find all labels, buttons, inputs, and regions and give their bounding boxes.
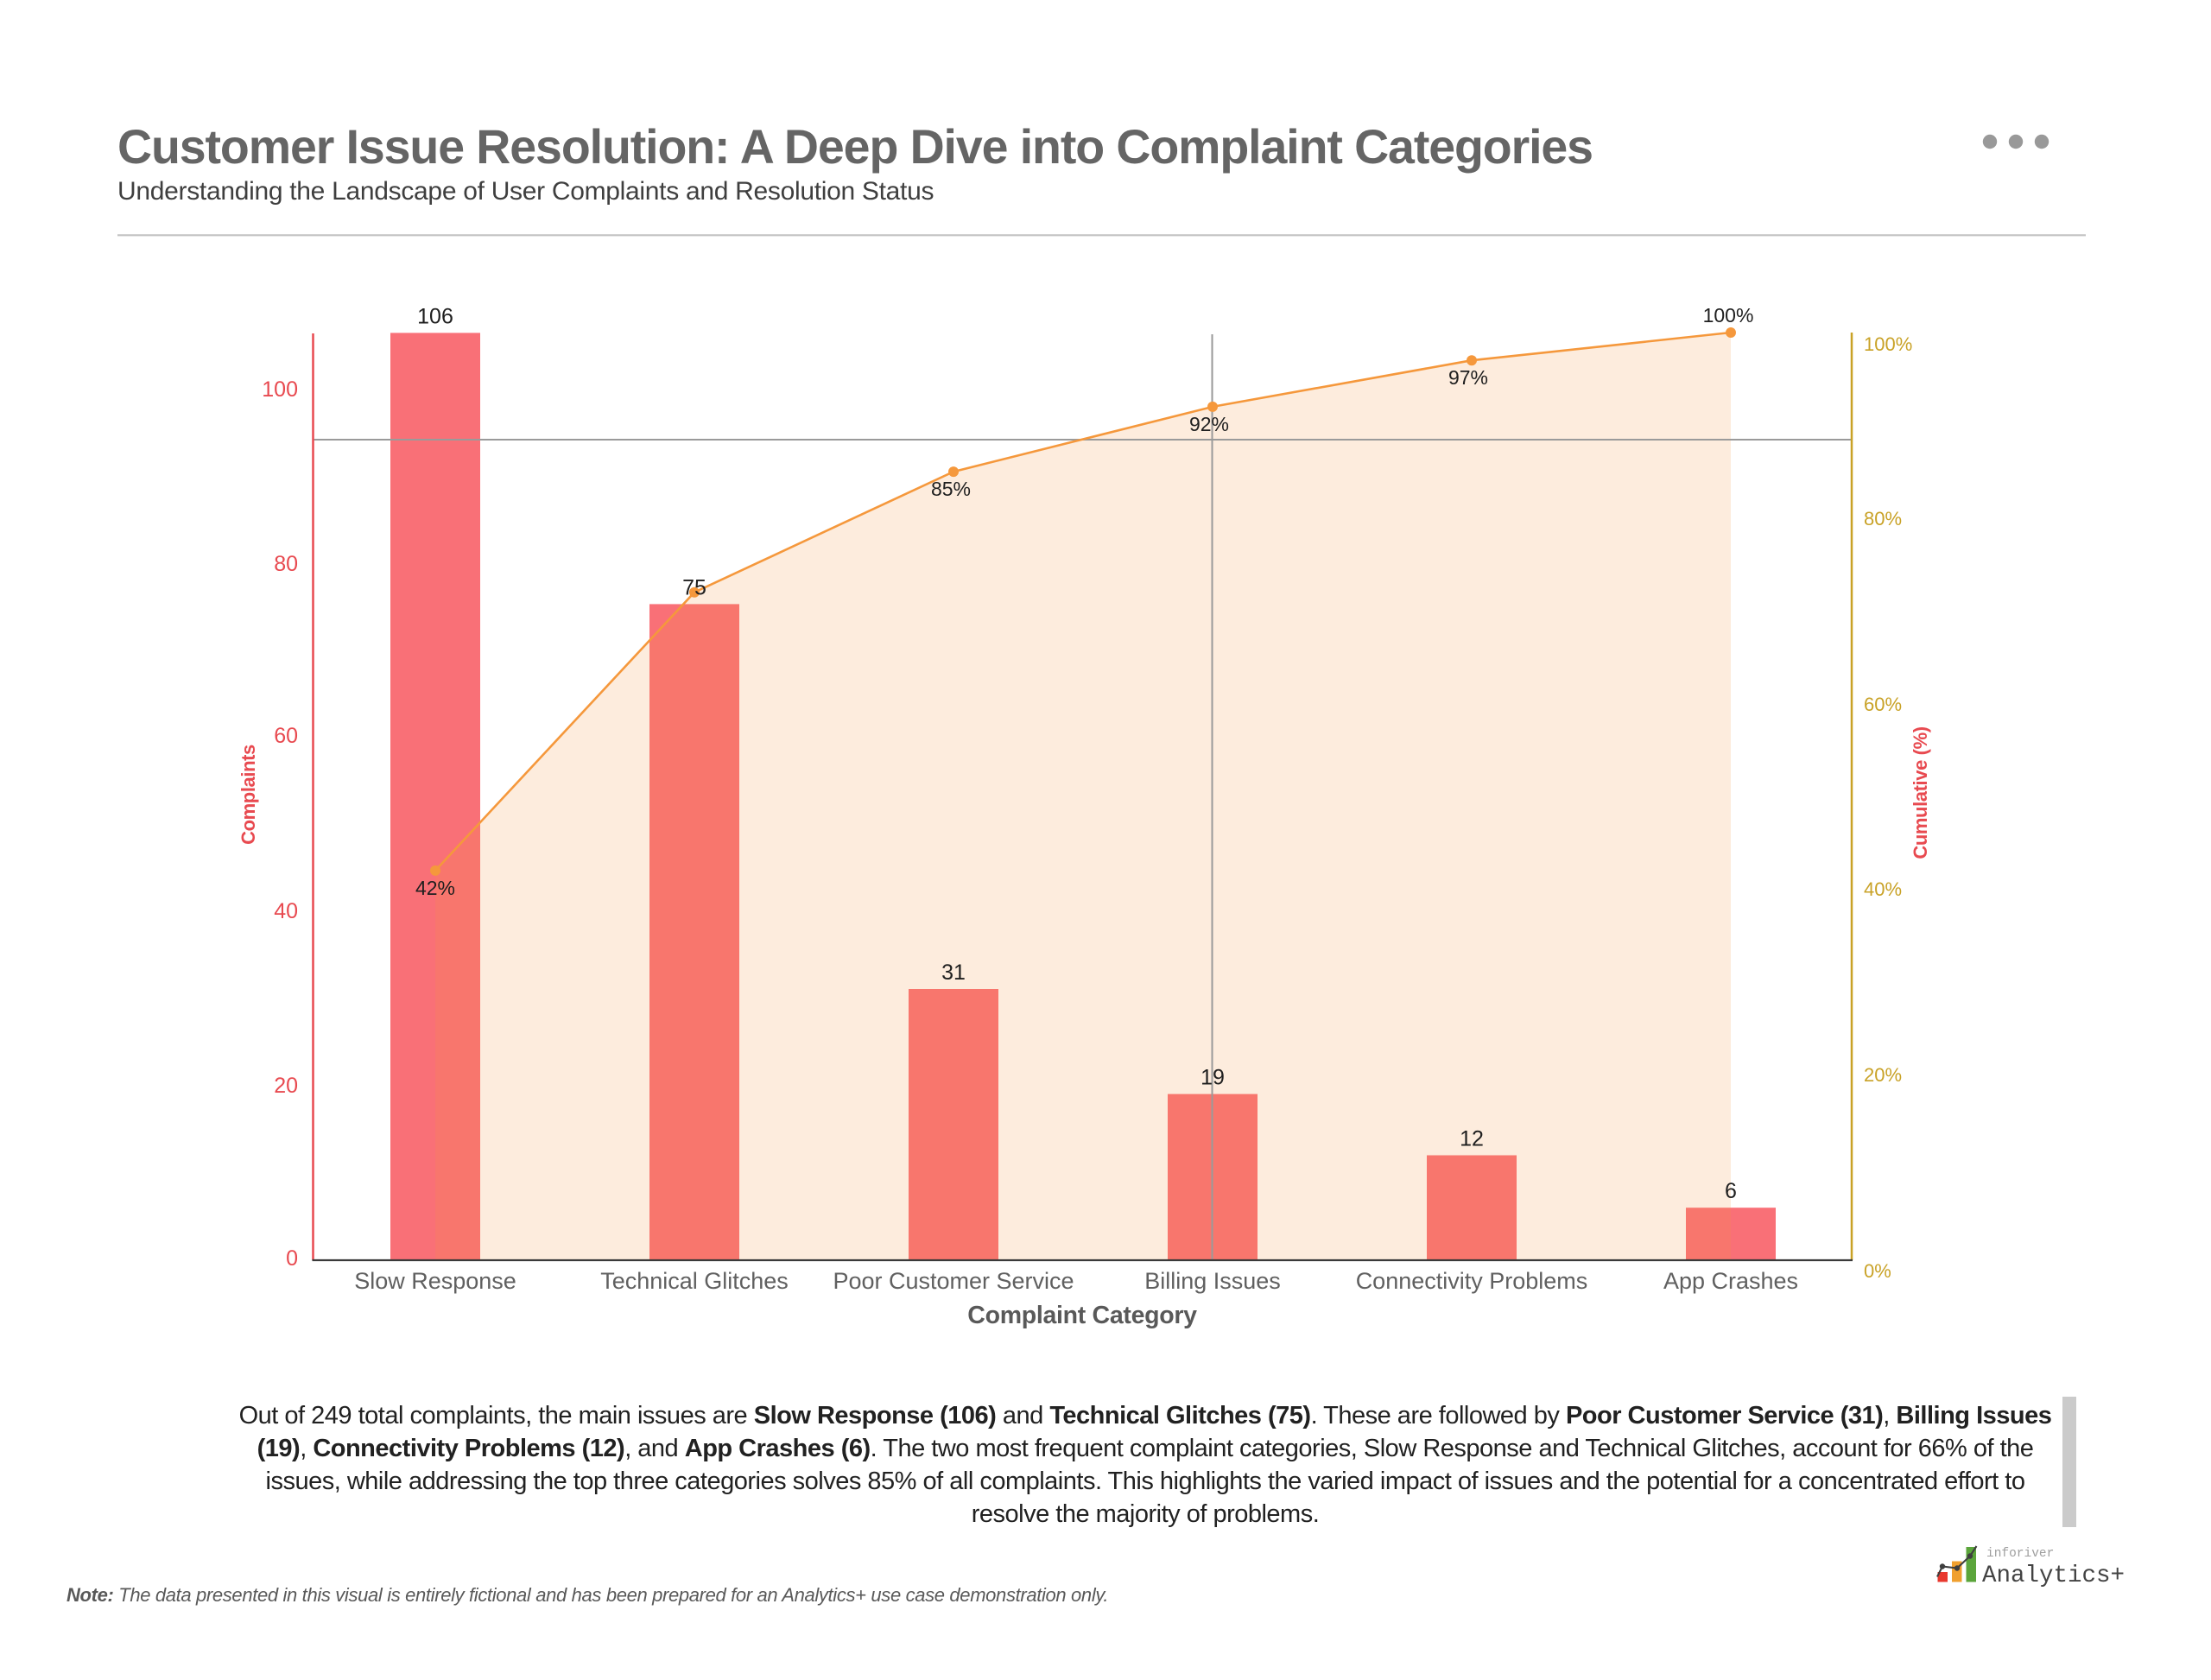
- svg-text:Complaints: Complaints: [238, 745, 259, 845]
- svg-text:92%: 92%: [1189, 413, 1229, 435]
- svg-text:Cumulative (%): Cumulative (%): [1910, 726, 1931, 859]
- svg-text:App Crashes: App Crashes: [1663, 1268, 1798, 1294]
- svg-text:100%: 100%: [1703, 304, 1754, 326]
- svg-text:resolve the majority of proble: resolve the majority of problems.: [972, 1500, 1320, 1528]
- svg-text:19: 19: [1201, 1066, 1225, 1090]
- svg-text:inforiver: inforiver: [1986, 1547, 2054, 1561]
- svg-text:0: 0: [286, 1246, 298, 1271]
- svg-text:Complaint Category: Complaint Category: [967, 1302, 1197, 1329]
- svg-text:0%: 0%: [1864, 1260, 1891, 1282]
- svg-text:42%: 42%: [415, 877, 455, 899]
- svg-text:Connectivity Problems: Connectivity Problems: [1356, 1268, 1588, 1294]
- svg-text:60%: 60%: [1864, 694, 1902, 715]
- svg-text:60: 60: [274, 724, 298, 748]
- svg-text:Poor Customer Service: Poor Customer Service: [833, 1268, 1074, 1294]
- svg-text:Note: The data presented in th: Note: The data presented in this visual …: [67, 1584, 1108, 1606]
- svg-text:85%: 85%: [931, 478, 971, 500]
- svg-text:80: 80: [274, 552, 298, 576]
- svg-text:40: 40: [274, 899, 298, 923]
- svg-text:20%: 20%: [1864, 1064, 1902, 1086]
- svg-text:106: 106: [417, 304, 453, 328]
- svg-text:Slow Response: Slow Response: [354, 1268, 516, 1294]
- svg-text:Technical Glitches: Technical Glitches: [600, 1268, 789, 1294]
- svg-text:Billing Issues: Billing Issues: [1144, 1268, 1281, 1294]
- svg-text:75: 75: [682, 575, 706, 599]
- svg-text:31: 31: [941, 960, 966, 985]
- svg-text:12: 12: [1460, 1127, 1484, 1151]
- svg-text:issues, while addressing the t: issues, while addressing the top three c…: [266, 1468, 2025, 1495]
- svg-text:Analytics+: Analytics+: [1982, 1563, 2125, 1589]
- svg-text:(19), Connectivity Problems (1: (19), Connectivity Problems (12), and Ap…: [257, 1435, 2034, 1462]
- svg-text:100%: 100%: [1864, 333, 1912, 355]
- svg-text:100: 100: [262, 377, 298, 402]
- svg-text:6: 6: [1725, 1179, 1737, 1203]
- svg-text:20: 20: [274, 1074, 298, 1098]
- svg-text:40%: 40%: [1864, 878, 1902, 900]
- svg-text:Out of 249 total complaints, t: Out of 249 total complaints, the main is…: [239, 1402, 2052, 1430]
- svg-text:80%: 80%: [1864, 508, 1902, 529]
- svg-text:97%: 97%: [1448, 366, 1488, 389]
